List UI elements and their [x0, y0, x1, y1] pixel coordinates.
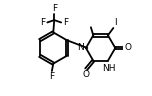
Text: F: F [52, 4, 57, 13]
Text: O: O [82, 70, 89, 79]
Text: N: N [78, 43, 84, 53]
Text: NH: NH [102, 64, 115, 73]
Text: F: F [63, 18, 68, 27]
Text: O: O [124, 43, 131, 53]
Text: I: I [114, 18, 117, 27]
Text: F: F [49, 72, 54, 81]
Text: F: F [41, 18, 46, 27]
